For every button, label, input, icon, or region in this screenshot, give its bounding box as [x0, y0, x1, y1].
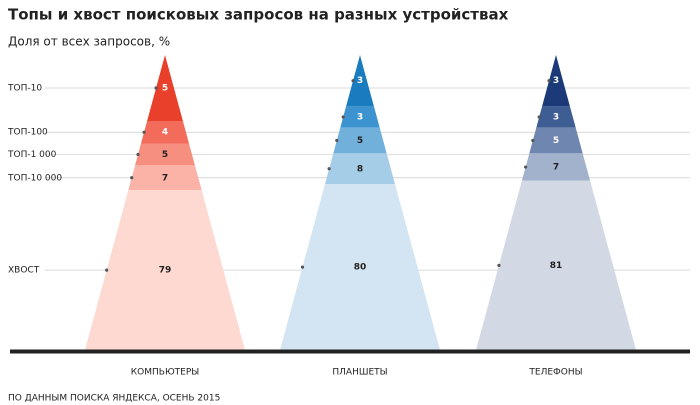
- segment: [128, 165, 202, 191]
- row-label: ХВОСТ: [8, 266, 40, 276]
- marker-dot: [497, 263, 501, 267]
- value-label: 5: [553, 136, 559, 146]
- marker-dot: [130, 176, 134, 180]
- marker-dot: [335, 138, 339, 143]
- value-label: 3: [357, 112, 363, 122]
- segment: [324, 153, 396, 185]
- marker-dot: [142, 130, 146, 134]
- marker-dot: [327, 167, 331, 171]
- segment: [346, 55, 374, 107]
- segment: [529, 127, 583, 154]
- marker-dot: [547, 79, 551, 83]
- value-label: 5: [162, 150, 168, 160]
- segment: [340, 106, 380, 128]
- segment: [147, 55, 183, 121]
- marker-dot: [351, 79, 355, 83]
- category-label: ТЕЛЕФОНЫ: [528, 368, 582, 378]
- value-label: 8: [357, 164, 363, 174]
- marker-dot: [136, 152, 140, 157]
- marker-dot: [341, 115, 345, 119]
- segment: [333, 127, 387, 154]
- value-label: 5: [357, 136, 363, 146]
- category-label: ПЛАНШЕТЫ: [332, 368, 387, 378]
- value-label: 7: [162, 173, 168, 183]
- segment: [141, 120, 189, 144]
- value-label: 4: [162, 128, 168, 138]
- source: ПО ДАННЫМ ПОИСКА ЯНДЕКСА, ОСЕНЬ 2015: [8, 394, 220, 404]
- value-label: 3: [357, 76, 363, 86]
- segment: [536, 106, 576, 128]
- marker-dot: [537, 115, 541, 119]
- segment: [280, 184, 440, 350]
- segment: [542, 55, 570, 107]
- row-label: ТОП-10 000: [7, 173, 62, 183]
- value-label: 79: [159, 266, 172, 276]
- row-label: ТОП-1 000: [7, 150, 57, 160]
- value-label: 3: [553, 76, 559, 86]
- segment: [135, 143, 195, 166]
- marker-dot: [154, 86, 158, 90]
- value-label: 3: [553, 112, 559, 122]
- chart-subtitle: Доля от всех запросов, %: [8, 35, 170, 49]
- marker-dot: [524, 165, 528, 169]
- marker-dot: [531, 138, 535, 143]
- marker-dot: [105, 268, 109, 272]
- row-label: ТОП-10: [7, 83, 42, 93]
- marker-dot: [300, 265, 305, 269]
- segment: [521, 153, 591, 181]
- value-label: 81: [550, 261, 563, 271]
- row-label: ТОП-100: [7, 128, 48, 138]
- value-label: 80: [354, 263, 367, 273]
- chart-title: Топы и хвост поисковых запросов на разны…: [8, 6, 509, 24]
- value-label: 7: [553, 163, 559, 173]
- segment: [476, 180, 636, 350]
- segment: [85, 190, 245, 350]
- category-label: КОМПЬЮТЕРЫ: [131, 368, 200, 378]
- value-label: 5: [162, 83, 168, 93]
